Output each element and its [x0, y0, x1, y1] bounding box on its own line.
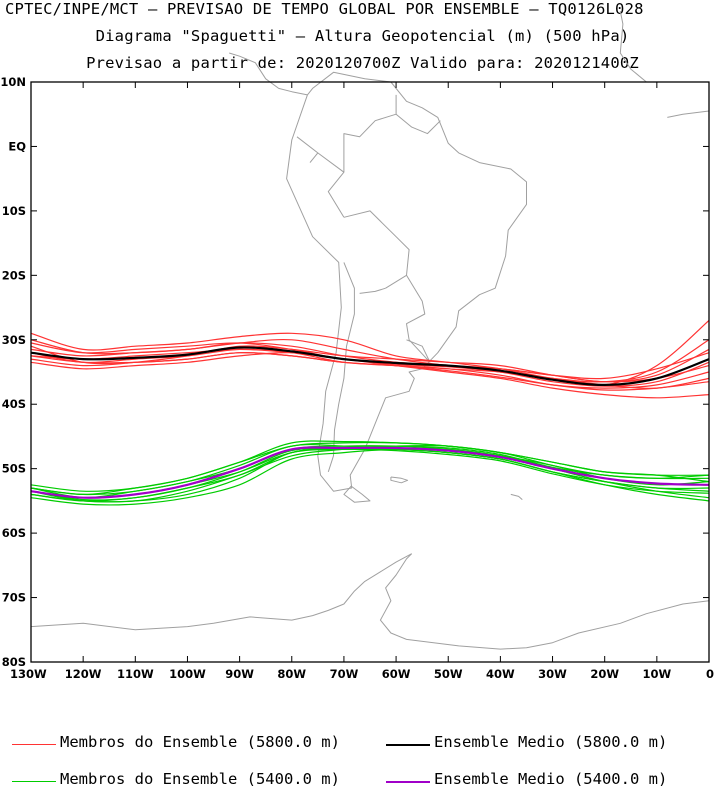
coastline-4 — [667, 110, 710, 118]
mean-5800-line — [30, 346, 710, 387]
lon-label: 110W — [117, 667, 154, 681]
lat-label: 30S — [2, 333, 26, 347]
lat-label: 10S — [2, 204, 26, 218]
legend-label-mean-5800: Ensemble Medio (5800.0 m) — [434, 733, 668, 751]
lon-label: 120W — [65, 667, 102, 681]
lat-label: 20S — [2, 268, 26, 282]
lon-label: 80W — [277, 667, 306, 681]
coastline-15 — [309, 152, 319, 163]
map-frame — [30, 81, 710, 663]
lon-label: 20W — [590, 667, 619, 681]
mean-5400-line — [30, 446, 710, 499]
lat-label: EQ — [8, 139, 26, 153]
coastline-5 — [30, 553, 412, 631]
lat-label: 10N — [0, 75, 26, 89]
member-5400-line-6 — [30, 440, 710, 492]
coastline-11 — [359, 287, 386, 294]
lon-label: 40W — [486, 667, 515, 681]
legend-label-member-5400: Membros do Ensemble (5400.0 m) — [60, 770, 340, 788]
legend-swatch-mean-5800 — [386, 744, 430, 746]
lat-label: 50S — [2, 462, 26, 476]
legend-swatch-mean-5400 — [386, 781, 430, 783]
member-5400-line-9 — [30, 447, 710, 501]
member-5800-line-9 — [30, 351, 710, 391]
lon-label: 90W — [225, 667, 254, 681]
lat-label: 60S — [2, 526, 26, 540]
title-line-2: Diagrama "Spaguetti" – Altura Geopotenci… — [95, 27, 630, 45]
coastline-3 — [619, 11, 647, 83]
legend-label-member-5800: Membros do Ensemble (5800.0 m) — [60, 733, 340, 751]
coastline-12 — [406, 275, 431, 363]
lat-label: 40S — [2, 397, 26, 411]
lon-label: 30W — [538, 667, 567, 681]
coastline-17 — [406, 339, 431, 363]
coastline-8 — [390, 476, 409, 484]
map-background — [31, 82, 709, 662]
lon-label: 10W — [642, 667, 671, 681]
coastline-16 — [395, 113, 441, 135]
lon-label: 70W — [330, 667, 359, 681]
legend-swatch-member-5400 — [12, 781, 56, 782]
member-5400-line-7 — [30, 445, 710, 499]
lon-label: 130W — [10, 667, 47, 681]
legend-swatch-member-5800 — [12, 744, 56, 745]
coastline-6 — [379, 553, 710, 650]
lon-label: 50W — [434, 667, 463, 681]
ensemble-mean-layer — [30, 346, 710, 499]
coastline-7 — [510, 493, 523, 500]
coastline-2 — [229, 52, 308, 96]
lon-label: 0 — [706, 667, 714, 681]
title-line-1: CPTEC/INPE/MCT – PREVISAO DE TEMPO GLOBA… — [5, 0, 644, 18]
lon-label: 100W — [169, 667, 206, 681]
lon-label: 60W — [382, 667, 411, 681]
coastline-10 — [343, 210, 410, 289]
legend-label-mean-5400: Ensemble Medio (5400.0 m) — [434, 770, 668, 788]
lat-label: 80S — [2, 655, 26, 669]
lat-label: 70S — [2, 591, 26, 605]
coastline-13 — [327, 94, 397, 218]
coastline-1 — [343, 485, 371, 503]
title-line-3: Previsao a partir de: 2020120700Z Valido… — [86, 54, 639, 72]
